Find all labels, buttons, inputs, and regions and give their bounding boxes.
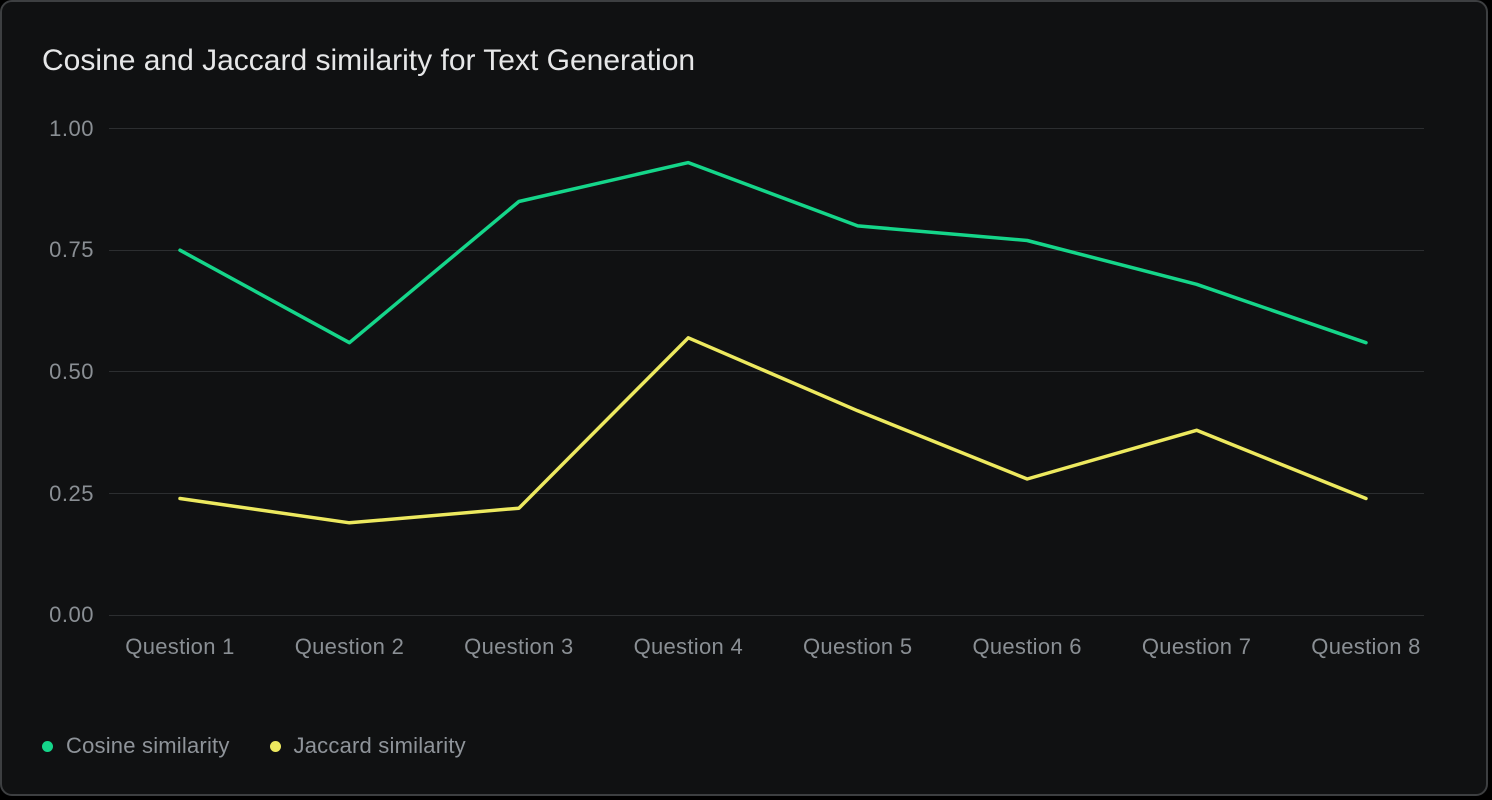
y-tick-label: 0.00 <box>49 602 94 628</box>
gridline-1.00 <box>109 128 1424 129</box>
x-tick-label: Question 2 <box>294 634 405 659</box>
legend-label: Jaccard similarity <box>293 733 466 758</box>
y-tick-label: 1.00 <box>49 115 94 141</box>
gridline-0.75 <box>109 249 1424 251</box>
series-line-jaccard-similarity[interactable] <box>178 336 1368 525</box>
legend-label: Cosine similarity <box>66 733 230 758</box>
legend-dot-icon <box>269 740 281 752</box>
chart-title: Cosine and Jaccard similarity for Text G… <box>42 44 696 77</box>
y-tick-label: 0.50 <box>49 358 94 384</box>
x-tick-label: Question 6 <box>972 634 1082 659</box>
series-line-cosine-similarity[interactable] <box>178 160 1368 345</box>
y-tick-label: 0.25 <box>49 480 94 506</box>
y-tick-label: 0.75 <box>49 237 94 263</box>
x-tick-label: Question 5 <box>803 634 913 659</box>
legend-item-jaccard-similarity[interactable]: Jaccard similarity <box>269 733 466 759</box>
x-tick-label: Question 7 <box>1141 634 1252 659</box>
x-tick-label: Question 8 <box>1311 634 1421 659</box>
gridline-0.00 <box>109 614 1424 616</box>
legend-dot-icon <box>42 740 53 752</box>
x-tick-label: Question 3 <box>464 634 574 659</box>
x-tick-label: Question 1 <box>125 634 235 659</box>
chart-legend: Cosine similarity Jaccard similarity <box>42 733 466 759</box>
x-tick-label: Question 4 <box>633 634 743 659</box>
legend-item-cosine-similarity[interactable]: Cosine similarity <box>42 733 230 759</box>
gridline-0.25 <box>109 493 1424 495</box>
